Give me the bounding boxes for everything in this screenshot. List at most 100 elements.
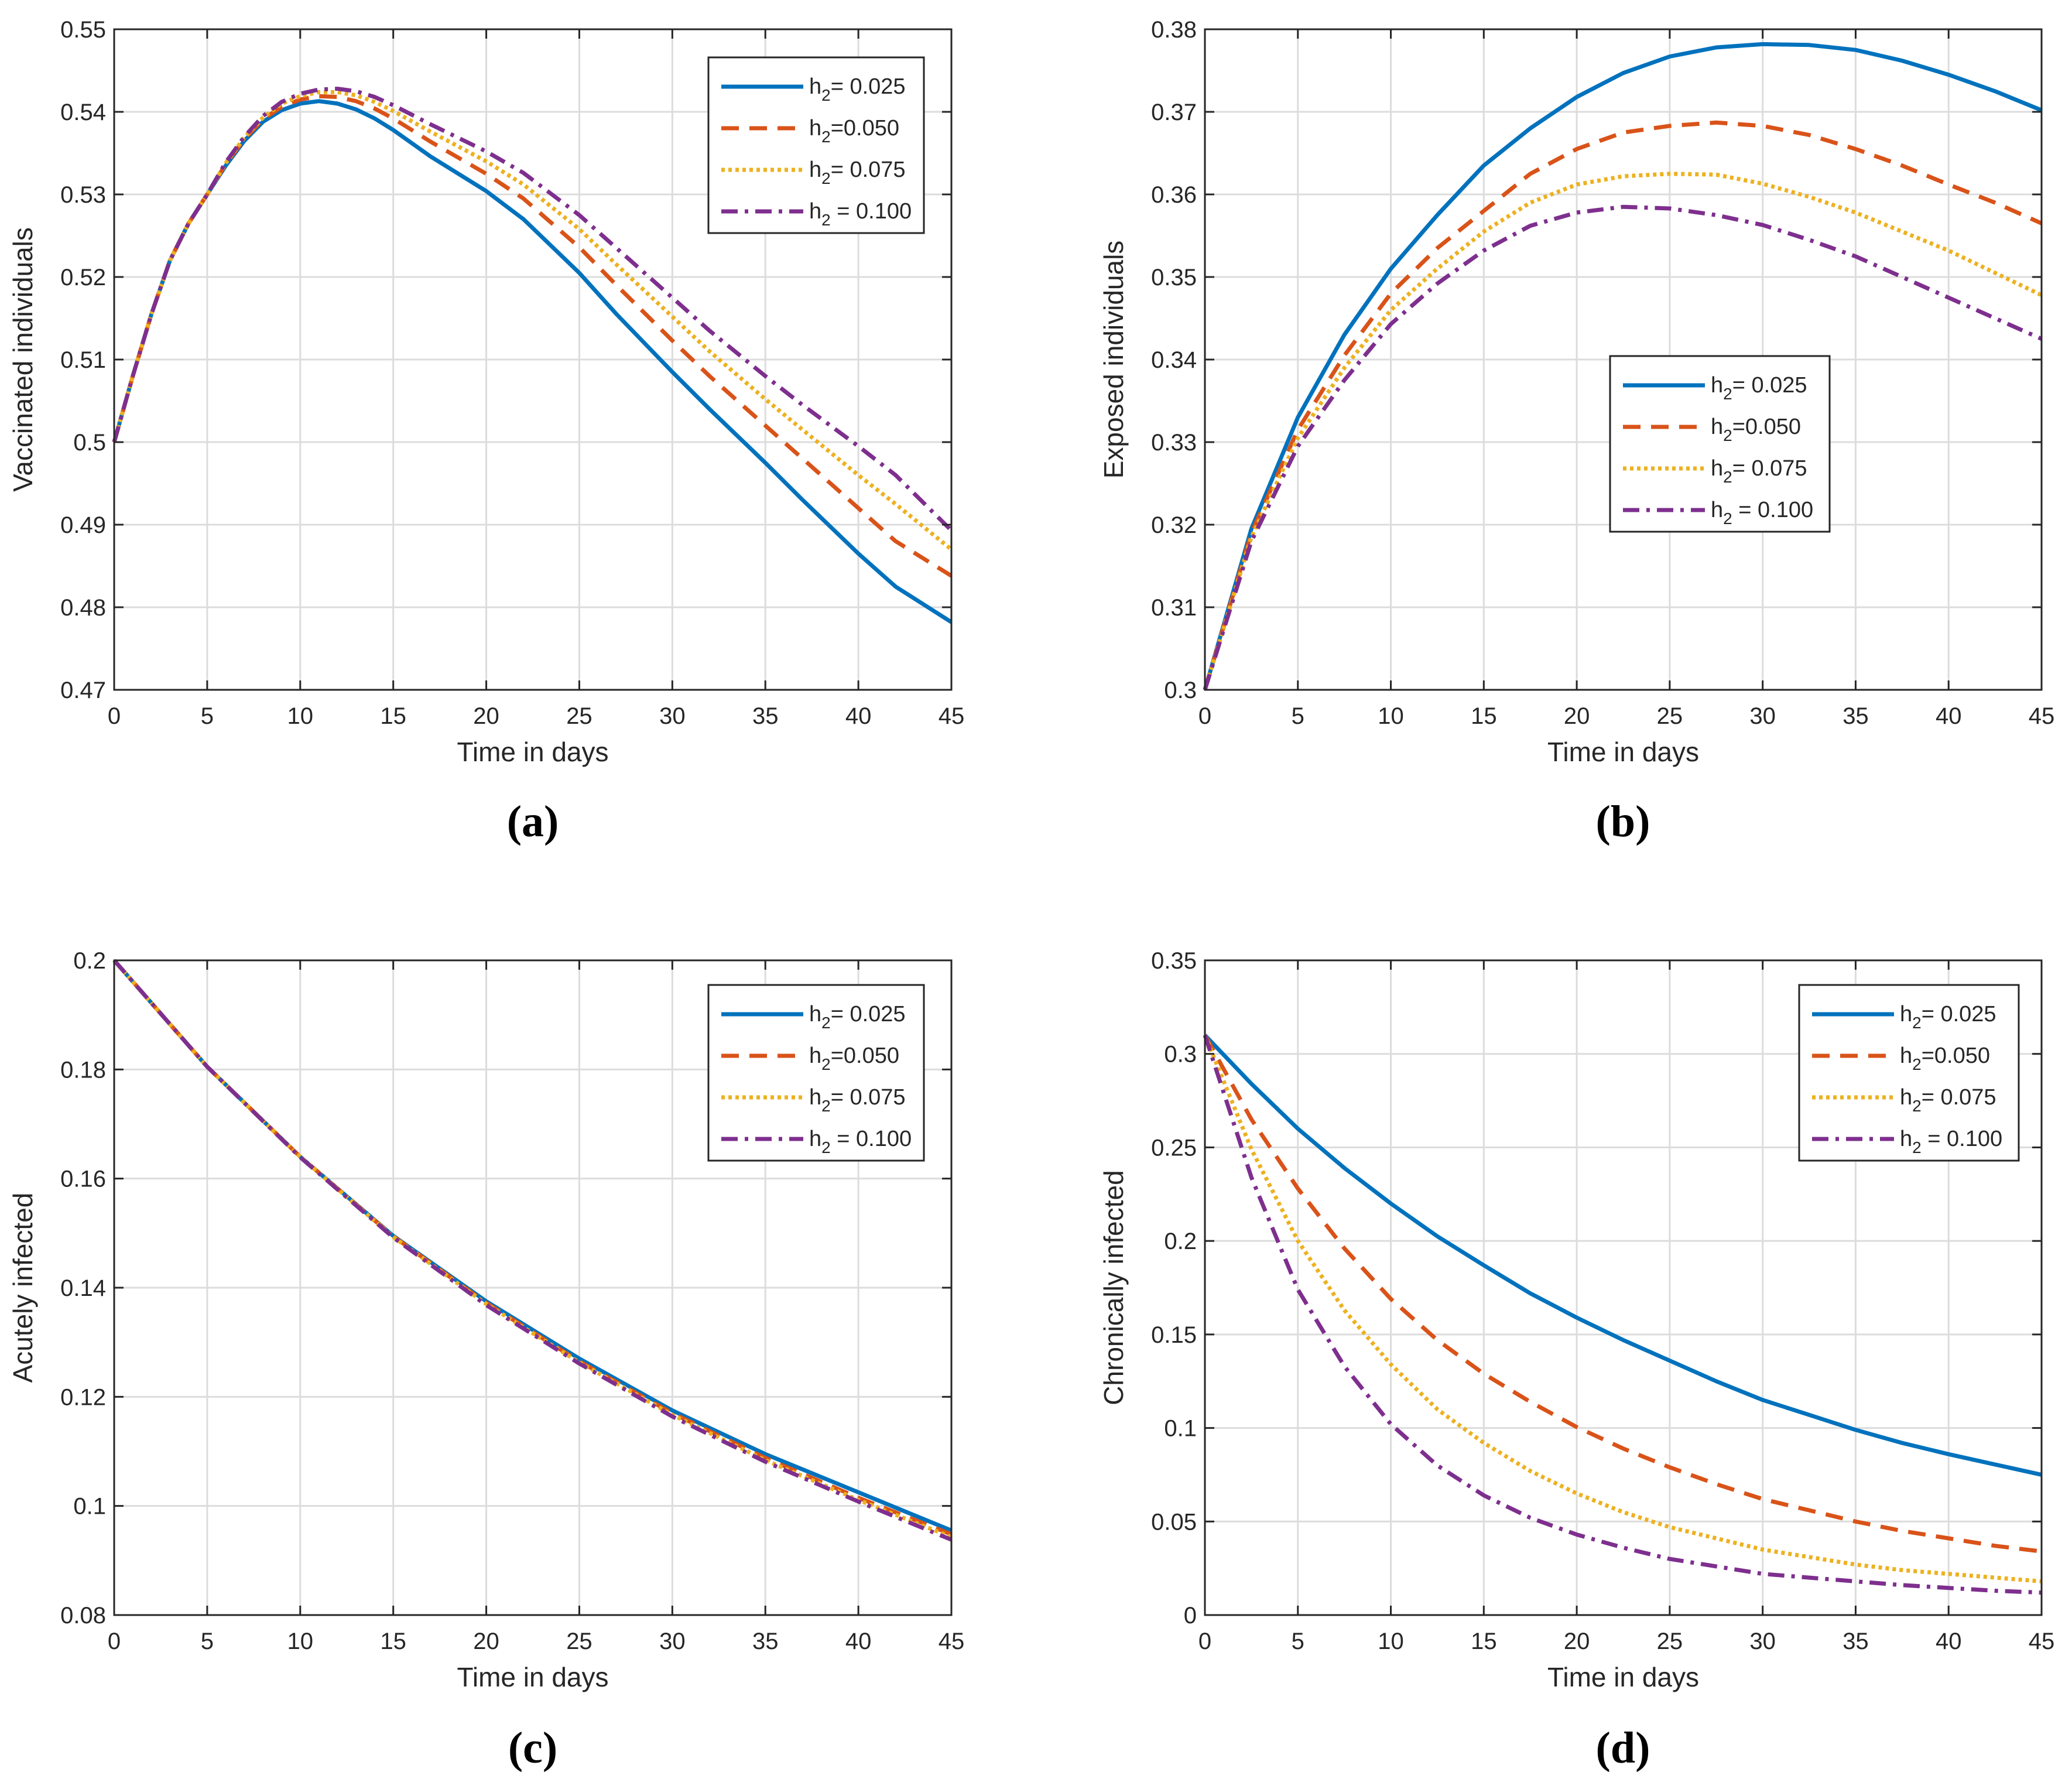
x-tick-label: 20 (1564, 703, 1590, 729)
panel-label: (c) (508, 1723, 557, 1773)
y-tick-label: 0.1 (73, 1494, 106, 1520)
y-tick-label: 0.38 (1151, 17, 1197, 43)
x-axis-label: Time in days (1547, 737, 1699, 767)
series-line-4 (112, 87, 953, 532)
y-axis-label: Exposed individuals (1098, 241, 1129, 479)
legend-label-4: h2 = 0.100 (1711, 498, 1813, 528)
x-tick-label: 5 (201, 703, 214, 729)
x-tick-label: 0 (1198, 703, 1211, 729)
y-tick-label: 0.33 (1151, 430, 1197, 456)
y-tick-label: 0.18 (60, 1057, 106, 1083)
legend-label-2: h2=0.050 (1900, 1044, 1990, 1073)
legend-label-3: h2= 0.075 (809, 1085, 906, 1115)
x-tick-label: 40 (845, 703, 872, 729)
chart-panel-b: 0 5 10 15 20 25 30 35 40 45 0.3 0.31 0.32 0.33 0.34 0.3… (1098, 17, 2054, 846)
legend: h2= 0.025 h2=0.050 h2= 0.075 h2 = 0.100 (1798, 984, 2020, 1162)
y-tick-label: 0.05 (1151, 1509, 1197, 1535)
legend-label-3: h2= 0.075 (809, 158, 906, 187)
y-tick-label: 0 (1184, 1603, 1197, 1629)
x-tick-label: 20 (473, 703, 499, 729)
x-tick-label: 35 (752, 1629, 779, 1654)
legend-box (707, 56, 925, 234)
x-axis-label: Time in days (457, 737, 608, 767)
chart-panel-d: 0 5 10 15 20 25 30 35 40 45 0 0.05 0.1 0.15 0.2 0.25 0.3… (1098, 948, 2054, 1773)
y-tick-label: 0.2 (73, 948, 106, 974)
series-line-1 (1203, 42, 2043, 690)
x-tick-label: 0 (1198, 1629, 1211, 1654)
x-tick-label: 45 (2029, 703, 2055, 729)
series-line-1 (1203, 1034, 2042, 1477)
x-tick-label: 25 (566, 1629, 593, 1654)
y-tick-label: 0.52 (60, 265, 106, 290)
y-tick-label: 0.31 (1151, 595, 1197, 621)
x-tick-label: 35 (752, 703, 779, 729)
x-tick-label: 0 (108, 1629, 121, 1654)
x-tick-label: 15 (380, 1629, 406, 1654)
chart-panel-a: 0 5 10 15 20 25 30 35 40 45 0.47 0.48 0.49 0.5 0.51 0.5… (8, 17, 964, 846)
y-tick-label: 0.35 (1151, 265, 1197, 290)
legend-label-1: h2= 0.025 (1900, 1002, 1996, 1032)
legend-label-2: h2=0.050 (809, 1044, 899, 1073)
y-tick-label: 0.1 (1164, 1416, 1197, 1442)
y-tick-label: 0.36 (1151, 182, 1197, 208)
legend-label-4: h2 = 0.100 (809, 199, 912, 229)
x-tick-label: 30 (659, 703, 686, 729)
x-tick-label: 45 (939, 1629, 965, 1654)
x-tick-label: 35 (1842, 1629, 1869, 1654)
x-tick-label: 10 (1378, 703, 1404, 729)
series-line-4 (112, 959, 953, 1542)
legend-label-2: h2=0.050 (1711, 415, 1801, 444)
panel-label: (b) (1596, 797, 1650, 846)
legend-label-1: h2= 0.025 (1711, 373, 1807, 403)
y-tick-label: 0.37 (1151, 100, 1197, 125)
legend-label-3: h2= 0.075 (1711, 456, 1807, 486)
x-tick-label: 10 (1378, 1629, 1404, 1654)
x-tick-label: 45 (939, 703, 965, 729)
y-tick-label: 0.55 (60, 17, 106, 43)
x-tick-label: 10 (287, 703, 314, 729)
y-tick-label: 0.25 (1151, 1135, 1197, 1161)
x-tick-label: 40 (1936, 1629, 1962, 1654)
y-tick-label: 0.2 (1164, 1229, 1197, 1254)
y-tick-label: 0.35 (1151, 948, 1197, 974)
y-tick-label: 0.15 (1151, 1322, 1197, 1348)
y-axis-label: Chronically infected (1098, 1170, 1129, 1405)
legend: h2= 0.025 h2=0.050 h2= 0.075 h2 = 0.100 (1609, 355, 1831, 533)
y-tick-label: 0.16 (60, 1166, 106, 1192)
x-tick-label: 15 (1471, 1629, 1497, 1654)
panel-label: (a) (507, 797, 559, 846)
legend-label-1: h2= 0.025 (809, 1002, 906, 1032)
x-tick-label: 10 (287, 1629, 314, 1654)
x-tick-label: 25 (1657, 703, 1683, 729)
x-tick-label: 40 (1936, 703, 1962, 729)
y-tick-label: 0.14 (60, 1275, 106, 1301)
x-tick-label: 5 (1292, 703, 1304, 729)
panel-label: (d) (1596, 1723, 1650, 1773)
x-tick-label: 30 (659, 1629, 686, 1654)
x-tick-label: 20 (473, 1629, 499, 1654)
legend-label-3: h2= 0.075 (1900, 1085, 1996, 1115)
y-tick-label: 0.53 (60, 182, 106, 208)
y-axis-label: Vaccinated individuals (8, 227, 38, 492)
x-tick-label: 45 (2029, 1629, 2055, 1654)
y-tick-label: 0.48 (60, 595, 106, 621)
y-tick-label: 0.32 (1151, 512, 1197, 538)
x-tick-label: 5 (1292, 1629, 1304, 1654)
y-tick-label: 0.47 (60, 678, 106, 703)
x-tick-label: 25 (566, 703, 593, 729)
legend-label-4: h2 = 0.100 (1900, 1127, 2002, 1157)
x-tick-label: 30 (1749, 703, 1776, 729)
x-tick-label: 0 (108, 703, 121, 729)
x-tick-label: 15 (380, 703, 406, 729)
legend-label-4: h2 = 0.100 (809, 1127, 912, 1157)
x-axis-label: Time in days (1547, 1662, 1699, 1692)
legend-label-1: h2= 0.025 (809, 74, 906, 104)
y-tick-label: 0.51 (60, 347, 106, 373)
series-line-2 (1203, 120, 2043, 690)
legend-label-2: h2=0.050 (809, 116, 899, 146)
series-line-3 (1203, 172, 2043, 691)
y-tick-label: 0.49 (60, 512, 106, 538)
y-tick-label: 0.12 (60, 1384, 106, 1410)
x-tick-label: 20 (1564, 1629, 1590, 1654)
